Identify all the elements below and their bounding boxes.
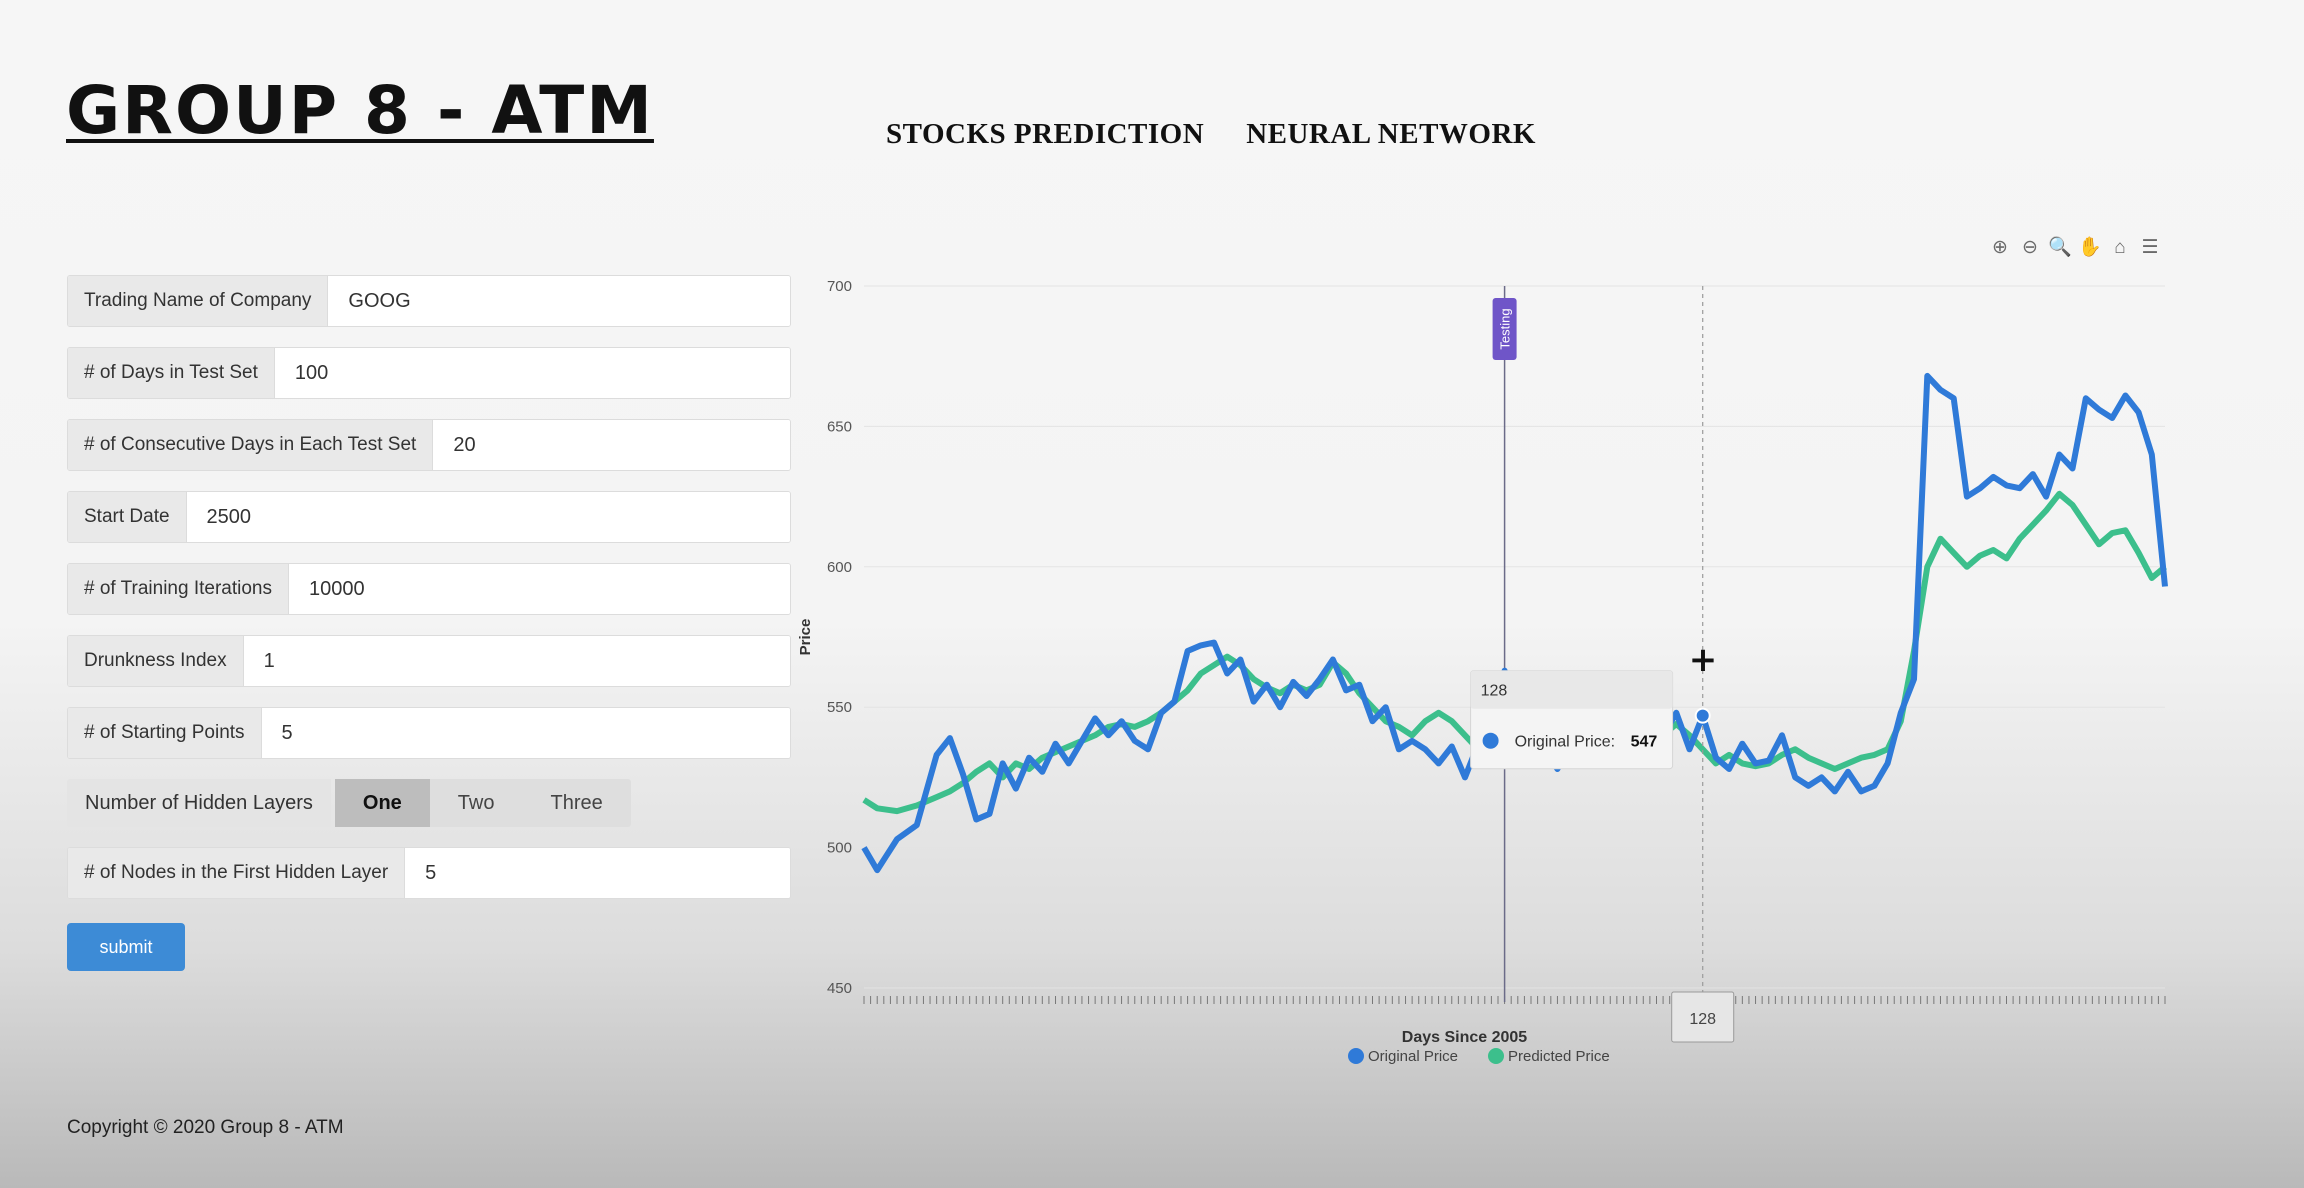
company-input[interactable] bbox=[328, 276, 790, 326]
training-iterations-label: # of Training Iterations bbox=[68, 564, 289, 614]
y-tick-label: 650 bbox=[827, 418, 852, 435]
training-iterations-input[interactable] bbox=[289, 564, 790, 614]
y-tick-label: 550 bbox=[827, 699, 852, 716]
legend-predicted-label: Predicted Price bbox=[1508, 1048, 1610, 1065]
company-label: Trading Name of Company bbox=[68, 276, 329, 326]
consecutive-days-label: # of Consecutive Days in Each Test Set bbox=[68, 420, 434, 470]
nodes-first-layer-label: # of Nodes in the First Hidden Layer bbox=[68, 848, 406, 898]
hidden-layers-label: Number of Hidden Layers bbox=[67, 779, 331, 827]
nodes-first-layer-input[interactable] bbox=[405, 848, 790, 898]
pan-icon[interactable]: ✋ bbox=[2078, 237, 2102, 258]
nav-stocks-prediction[interactable]: STOCKS PREDICTION bbox=[886, 118, 1205, 150]
tooltip-header bbox=[1470, 670, 1673, 709]
testing-annotation-tag bbox=[1492, 298, 1517, 360]
starting-points-label: # of Starting Points bbox=[68, 708, 262, 758]
tooltip-series-marker bbox=[1482, 732, 1499, 749]
test-days-input[interactable] bbox=[274, 348, 790, 398]
y-tick-label: 700 bbox=[827, 278, 852, 295]
legend-original-marker bbox=[1348, 1048, 1364, 1064]
y-tick-label: 450 bbox=[827, 980, 852, 997]
legend-original-label: Original Price bbox=[1368, 1048, 1458, 1065]
start-date-label: Start Date bbox=[68, 492, 187, 542]
drunkness-field-group: Drunkness Index bbox=[67, 635, 791, 687]
y-axis-title: Price bbox=[797, 619, 814, 656]
company-field-group: Trading Name of Company bbox=[67, 275, 791, 327]
testing-annotation-label: Testing bbox=[1498, 308, 1513, 349]
x-axis-title: Days Since 2005 bbox=[1402, 1029, 1528, 1046]
original-price-line bbox=[861, 372, 2168, 874]
nav-neural-network[interactable]: NEURAL NETWORK bbox=[1246, 118, 1536, 150]
crosshair-x-label: 128 bbox=[1689, 1011, 1716, 1028]
price-chart[interactable]: 450 500 550 600 650 700 Price Days Since 2005 Te… bbox=[790, 260, 2180, 1100]
hidden-layers-one-button[interactable]: One bbox=[334, 779, 430, 827]
tooltip-value: 547 bbox=[1631, 734, 1658, 751]
test-days-field-group: # of Days in Test Set bbox=[67, 347, 791, 399]
crosshair-x-label-box bbox=[1671, 991, 1735, 1043]
hidden-layers-group: Number of Hidden Layers One Two Three bbox=[67, 779, 791, 827]
test-days-label: # of Days in Test Set bbox=[68, 348, 275, 398]
zoom-in-icon[interactable]: ⊕ bbox=[1992, 237, 2008, 258]
drunkness-input[interactable] bbox=[243, 636, 790, 686]
zoom-out-icon[interactable]: ⊖ bbox=[2022, 237, 2038, 258]
chart-toolbar: ⊕ ⊖ 🔍 ✋ ⌂ ☰ bbox=[1988, 236, 2162, 260]
tooltip-series-label: Original Price: bbox=[1515, 734, 1615, 751]
selection-zoom-icon[interactable]: 🔍 bbox=[2048, 237, 2072, 258]
cursor-crosshair-icon: + bbox=[1689, 640, 1718, 680]
legend-predicted-marker bbox=[1488, 1048, 1504, 1064]
top-nav: STOCKS PREDICTION NEURAL NETWORK bbox=[886, 118, 1536, 151]
starting-points-input[interactable] bbox=[261, 708, 790, 758]
y-tick-label: 600 bbox=[827, 559, 852, 576]
tooltip-title: 128 bbox=[1481, 683, 1508, 700]
drunkness-label: Drunkness Index bbox=[68, 636, 244, 686]
home-icon[interactable]: ⌂ bbox=[2114, 237, 2126, 258]
hidden-layers-three-button[interactable]: Three bbox=[522, 779, 630, 827]
training-iterations-field-group: # of Training Iterations bbox=[67, 563, 791, 615]
start-date-input[interactable] bbox=[186, 492, 790, 542]
crosshair-point bbox=[1694, 707, 1711, 724]
y-tick-label: 500 bbox=[827, 840, 852, 857]
hidden-layers-selector: One Two Three bbox=[334, 779, 631, 827]
hidden-layers-two-button[interactable]: Two bbox=[430, 779, 523, 827]
start-date-field-group: Start Date bbox=[67, 491, 791, 543]
nodes-first-layer-field-group: # of Nodes in the First Hidden Layer bbox=[67, 847, 791, 899]
consecutive-days-input[interactable] bbox=[433, 420, 790, 470]
submit-button[interactable]: submit bbox=[67, 923, 185, 971]
copyright-text: Copyright © 2020 Group 8 - ATM bbox=[67, 1117, 344, 1138]
prediction-form: Trading Name of Company # of Days in Tes… bbox=[67, 275, 791, 971]
site-title: GROUP 8 - ATM bbox=[66, 72, 654, 149]
starting-points-field-group: # of Starting Points bbox=[67, 707, 791, 759]
menu-icon[interactable]: ☰ bbox=[2141, 237, 2159, 258]
consecutive-days-field-group: # of Consecutive Days in Each Test Set bbox=[67, 419, 791, 471]
